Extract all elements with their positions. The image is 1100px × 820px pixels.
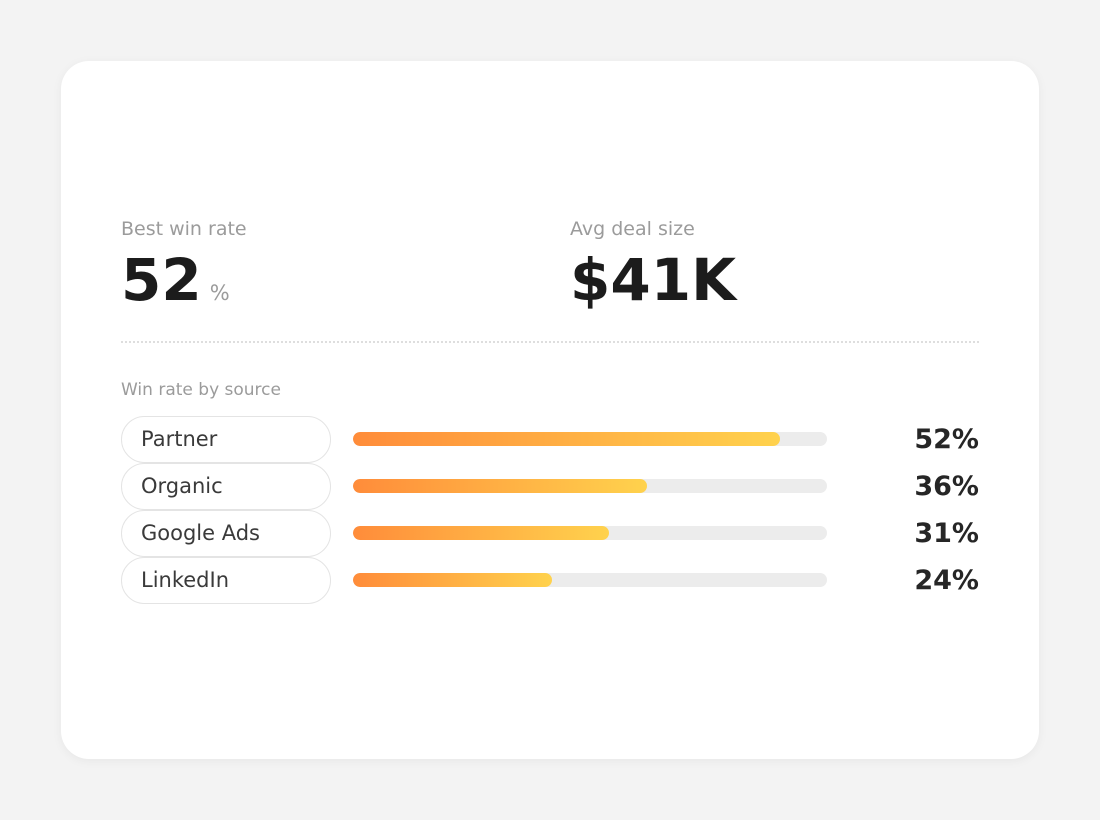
source-pill-linkedin[interactable]: LinkedIn xyxy=(121,557,331,604)
source-row-organic: Organic 36% xyxy=(121,463,979,510)
stats-row: Best win rate 52 % Avg deal size $41K xyxy=(121,217,979,317)
win-rate-card: Best win rate 52 % Avg deal size $41K Wi… xyxy=(61,61,1039,759)
avg-deal-size-value-row: $41K xyxy=(570,249,736,311)
source-row-partner: Partner 52% xyxy=(121,416,979,463)
progress-fill xyxy=(353,479,647,493)
percent-label: 24% xyxy=(914,565,979,596)
progress-fill xyxy=(353,432,780,446)
source-list: Partner 52% Organic 36% Google Ads 31% L… xyxy=(121,416,979,604)
progress-fill xyxy=(353,573,553,587)
avg-deal-size-label: Avg deal size xyxy=(570,218,695,240)
source-pill-organic[interactable]: Organic xyxy=(121,463,331,510)
avg-deal-size-stat: Avg deal size $41K xyxy=(570,217,736,311)
best-win-rate-stat: Best win rate 52 % xyxy=(121,217,247,311)
avg-deal-size-value: $41K xyxy=(570,246,737,314)
source-pill-google-ads[interactable]: Google Ads xyxy=(121,510,331,557)
section-title: Win rate by source xyxy=(121,380,281,400)
progress-track xyxy=(353,573,827,587)
percent-label: 31% xyxy=(914,518,979,549)
best-win-rate-unit: % xyxy=(209,281,230,305)
percent-label: 52% xyxy=(914,424,979,455)
best-win-rate-label: Best win rate xyxy=(121,218,247,240)
percent-label: 36% xyxy=(914,471,979,502)
source-row-google-ads: Google Ads 31% xyxy=(121,510,979,557)
divider xyxy=(121,341,979,343)
progress-track xyxy=(353,479,827,493)
source-pill-partner[interactable]: Partner xyxy=(121,416,331,463)
best-win-rate-value: 52 xyxy=(121,246,202,314)
best-win-rate-value-row: 52 % xyxy=(121,249,247,311)
source-row-linkedin: LinkedIn 24% xyxy=(121,557,979,604)
progress-fill xyxy=(353,526,609,540)
progress-track xyxy=(353,432,827,446)
progress-track xyxy=(353,526,827,540)
